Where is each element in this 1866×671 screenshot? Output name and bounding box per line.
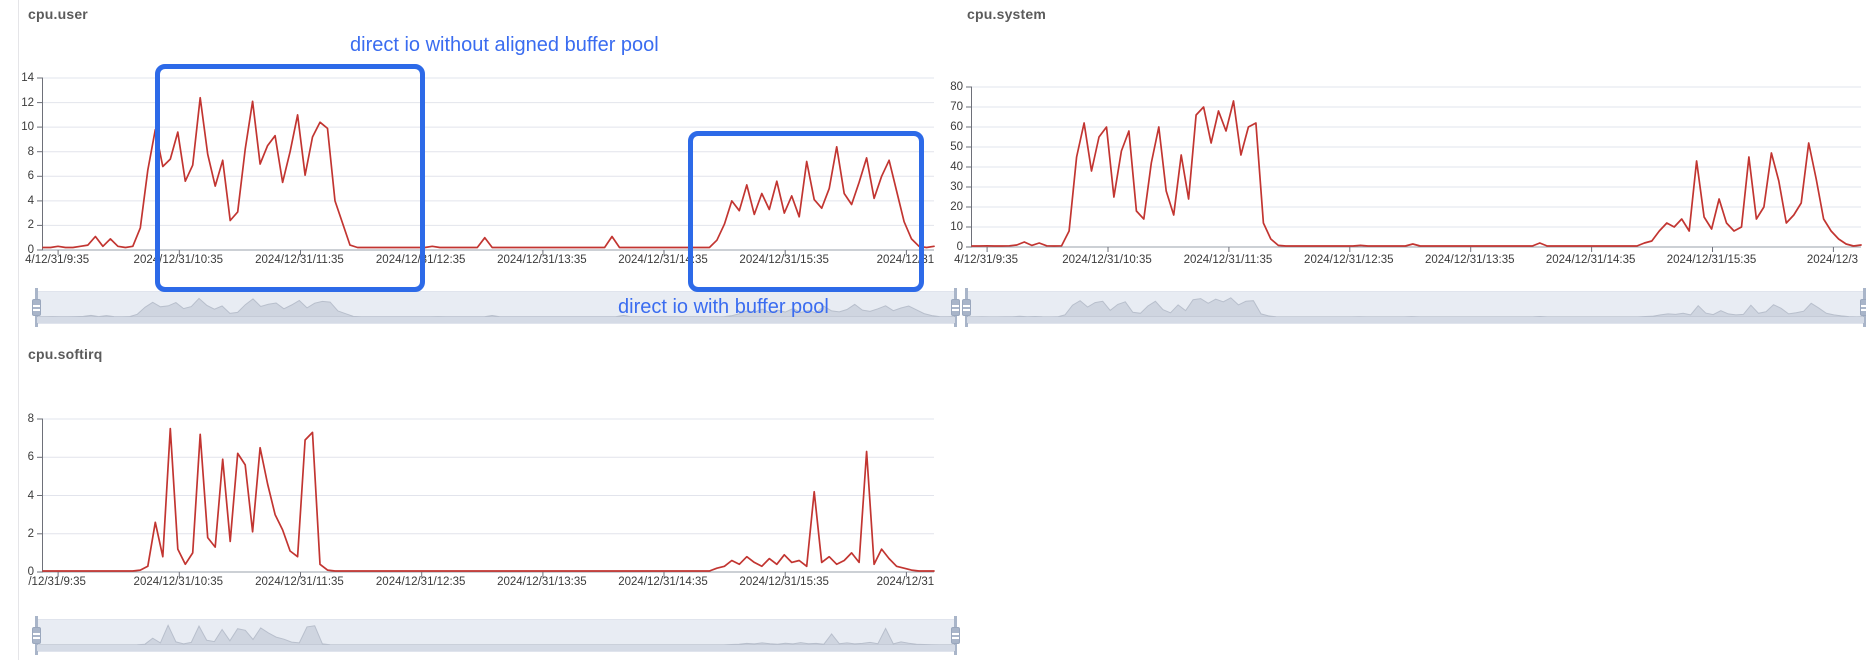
y-tick-label: 4 bbox=[27, 489, 34, 502]
plot-area[interactable] bbox=[37, 418, 935, 577]
x-axis-labels: /12/31/9:35 2024/12/31/10:35 2024/12/31/11… bbox=[28, 574, 935, 590]
x-tick-label: 2024/12/31/15:35 bbox=[739, 576, 829, 588]
y-tick-label: 0 bbox=[27, 244, 34, 256]
x-axis-labels: 4/12/31/9:35 2024/12/31/10:35 2024/12/31/1… bbox=[954, 252, 1860, 268]
x-tick-label: 2024/12/31/14:35 bbox=[1545, 254, 1636, 266]
datazoom-left-handle[interactable] bbox=[32, 288, 41, 327]
datazoom-right-handle[interactable] bbox=[951, 288, 960, 327]
x-tick-label: 2024/12/3 bbox=[1806, 254, 1859, 266]
y-tick-label: 0 bbox=[27, 566, 34, 578]
x-tick-label: 2024/12/31/12:35 bbox=[1304, 254, 1394, 266]
y-tick-label: 6 bbox=[27, 451, 34, 464]
x-tick-label: 2024/12/31/10:35 bbox=[133, 576, 224, 588]
datazoom-right-handle[interactable] bbox=[951, 616, 960, 655]
annotation-box-without-buffer-pool bbox=[155, 64, 425, 292]
datazoom-left-handle[interactable] bbox=[32, 616, 41, 655]
x-tick-label: 2024/12/31/15:35 bbox=[739, 254, 829, 266]
x-tick-label: 2024/12/31/15:35 bbox=[1666, 254, 1757, 266]
y-axis-labels: 0 2 4 6 8 10 12 14 bbox=[20, 72, 42, 256]
datazoom-minimap bbox=[36, 622, 956, 646]
y-tick-label: 8 bbox=[27, 413, 34, 425]
chart-cpu-softirq: cpu.softirq 0 2 4 6 8 /12/31/9:35 2024/12/31/… bbox=[20, 340, 960, 658]
y-tick-label: 8 bbox=[27, 145, 34, 158]
x-tick-label: 2024/12/31/11:35 bbox=[1183, 254, 1273, 266]
x-tick-label: 2024/12/31/13:35 bbox=[497, 254, 587, 266]
datazoom-slider[interactable] bbox=[32, 616, 960, 655]
annotation-direct-io-without-label: direct io without aligned buffer pool bbox=[350, 34, 659, 56]
y-tick-label: 2 bbox=[27, 219, 34, 232]
y-tick-label: 50 bbox=[950, 141, 963, 153]
x-tick-label: 2024/12/31/11:35 bbox=[255, 576, 344, 588]
x-tick-label: 2024/12/31/12:35 bbox=[375, 576, 466, 588]
x-tick-label: 2024/12/31 bbox=[876, 576, 935, 588]
x-tick-label: /12/31/9:35 bbox=[28, 576, 86, 588]
x-tick-label: 2024/12/31/13:35 bbox=[497, 576, 587, 588]
y-tick-label: 40 bbox=[950, 161, 963, 173]
y-tick-label: 60 bbox=[950, 121, 963, 133]
chart-title: cpu.user bbox=[28, 6, 88, 22]
y-tick-label: 6 bbox=[27, 170, 34, 183]
x-tick-label: 2024/12/31/10:35 bbox=[1062, 254, 1152, 266]
datazoom-slider[interactable] bbox=[962, 288, 1866, 327]
y-axis-labels: 0 2 4 6 8 bbox=[20, 413, 42, 578]
y-tick-label: 10 bbox=[21, 121, 34, 134]
y-tick-label: 70 bbox=[950, 101, 963, 113]
datazoom-right-handle[interactable] bbox=[1860, 288, 1866, 327]
y-tick-label: 0 bbox=[956, 241, 963, 253]
chart-title: cpu.softirq bbox=[28, 346, 103, 362]
y-tick-label: 80 bbox=[950, 81, 963, 93]
annotation-box-with-buffer-pool bbox=[688, 131, 924, 292]
datazoom-slider[interactable] bbox=[32, 288, 960, 327]
chart-title: cpu.system bbox=[967, 6, 1047, 22]
y-tick-label: 10 bbox=[950, 221, 963, 233]
y-tick-label: 2 bbox=[27, 527, 34, 540]
plot-area[interactable] bbox=[966, 86, 1862, 252]
x-tick-label: 2024/12/31/14:35 bbox=[618, 576, 708, 588]
x-tick-label: 4/12/31/9:35 bbox=[954, 254, 1019, 266]
chart-cpu-user: cpu.user direct io without aligned buffe… bbox=[20, 0, 960, 332]
annotation-direct-io-with-label: direct io with buffer pool bbox=[618, 296, 829, 318]
y-tick-label: 4 bbox=[27, 194, 34, 207]
left-divider bbox=[18, 0, 19, 660]
x-tick-label: 2024/12/31/14:35 bbox=[618, 254, 708, 266]
x-tick-label: 4/12/31/9:35 bbox=[25, 254, 90, 266]
datazoom-left-handle[interactable] bbox=[962, 288, 971, 327]
y-tick-label: 30 bbox=[950, 181, 963, 193]
y-axis-labels: 0 10 20 30 40 50 60 70 80 bbox=[950, 81, 971, 253]
y-tick-label: 20 bbox=[950, 201, 963, 213]
datazoom-minimap bbox=[966, 294, 1865, 318]
x-tick-label: 2024/12/31/11:35 bbox=[255, 254, 344, 266]
y-tick-label: 14 bbox=[21, 72, 34, 84]
x-tick-label: 2024/12/31/13:35 bbox=[1424, 254, 1515, 266]
plot-area[interactable] bbox=[37, 77, 935, 255]
chart-cpu-system: cpu.system 0 10 20 30 40 50 60 70 80 4/12/31/9:3… bbox=[950, 0, 1866, 332]
y-tick-label: 12 bbox=[21, 96, 34, 109]
